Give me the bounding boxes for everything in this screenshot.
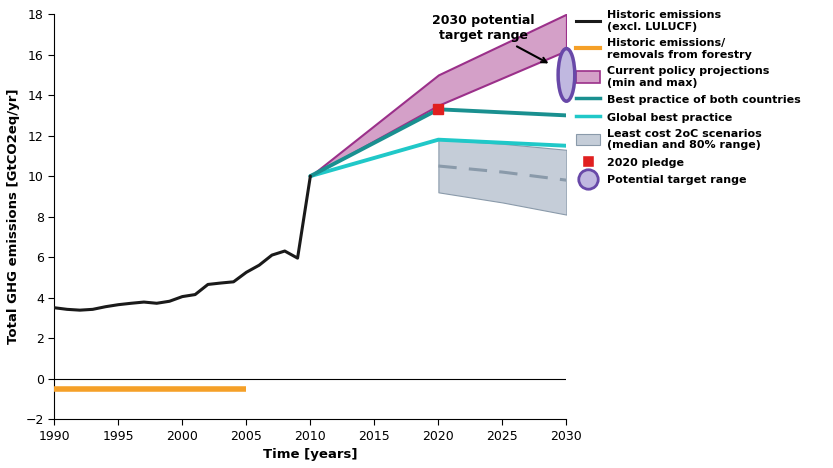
Y-axis label: Total GHG emissions [GtCO2eq/yr]: Total GHG emissions [GtCO2eq/yr] — [7, 89, 20, 344]
Ellipse shape — [558, 49, 575, 101]
Legend: Historic emissions
(excl. LULUCF), Historic emissions/
removals from forestry, C: Historic emissions (excl. LULUCF), Histo… — [571, 6, 806, 190]
X-axis label: Time [years]: Time [years] — [263, 448, 357, 461]
Text: 2030 potential
target range: 2030 potential target range — [432, 15, 546, 62]
